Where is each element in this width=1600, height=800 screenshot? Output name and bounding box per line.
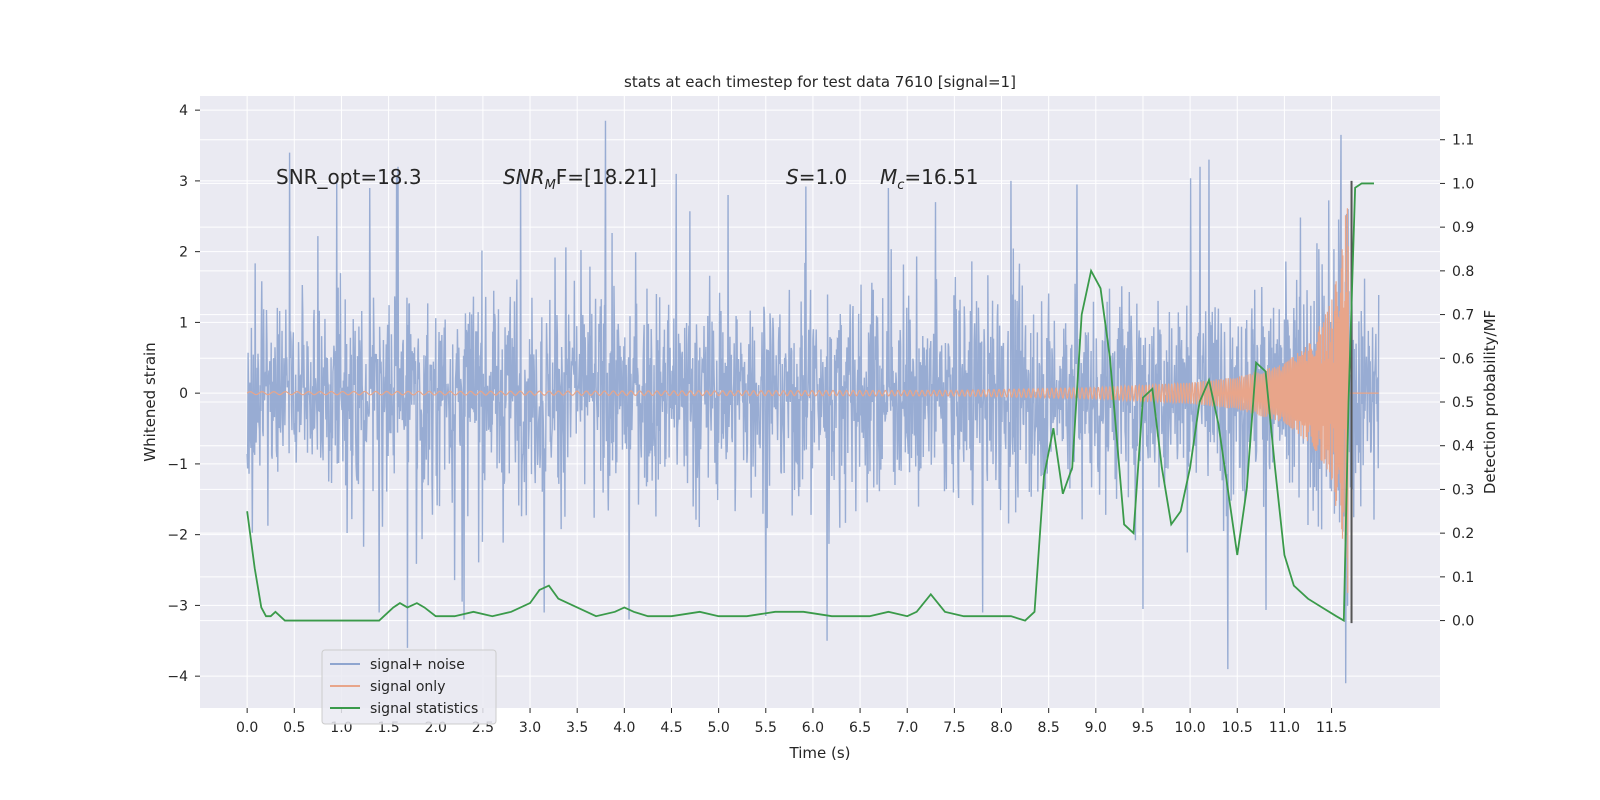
y-tick-label: 3 [179, 174, 188, 190]
annotation-snr-opt: SNR_opt=18.3 [276, 165, 422, 189]
y-tick-label: 2 [179, 245, 188, 261]
x-tick-label: 5.0 [707, 720, 729, 736]
chart-title: stats at each timestep for test data 761… [624, 73, 1016, 91]
y-right-tick-label: 0.3 [1452, 482, 1474, 498]
legend-box [321, 649, 497, 725]
y-tick-label: 1 [179, 315, 188, 331]
legend: signal+ noise signal only signal statist… [321, 649, 497, 725]
x-axis-label: Time (s) [789, 744, 851, 762]
y-tick-label: −4 [167, 669, 188, 685]
x-tick-label: 3.0 [519, 720, 541, 736]
x-tick-label: 11.0 [1269, 720, 1300, 736]
x-tick-label: 9.5 [1132, 720, 1154, 736]
signal-noise-line [246, 120, 1380, 684]
x-tick-label: 0.0 [236, 720, 258, 736]
y-right-tick-label: 0.1 [1452, 570, 1474, 586]
y-right-tick-label: 0.6 [1452, 351, 1474, 367]
x-tick-label: 3.5 [566, 720, 588, 736]
legend-label-signal-only: signal only [370, 679, 445, 695]
series-signal-statistics [246, 182, 1374, 623]
x-tick-label: 10.0 [1175, 720, 1206, 736]
x-tick-label: 7.0 [896, 720, 918, 736]
annotation-snr-mf-rest: F=[18.21] [556, 165, 657, 189]
y-right-axis-label: Detection probability/MF [1481, 310, 1499, 494]
signal-statistics-line [246, 182, 1374, 623]
x-tick-label: 8.5 [1038, 720, 1060, 736]
y-tick-label: −3 [167, 598, 188, 614]
y-tick-label: 4 [179, 103, 188, 119]
y-right-tick-label: 0.9 [1452, 220, 1474, 236]
y-right-tick-label: 1.1 [1452, 133, 1474, 149]
y-right-tick-label: 0.5 [1452, 395, 1474, 411]
annotation-s: S=1.0 [786, 165, 847, 189]
y-right-tick-label: 0.0 [1452, 614, 1474, 630]
annotation-snr-mf-main: SNR [503, 165, 545, 189]
legend-label-signal-noise: signal+ noise [370, 657, 465, 673]
x-tick-label: 5.5 [755, 720, 777, 736]
x-tick-label: 9.0 [1085, 720, 1107, 736]
annotation-mc-var: M [880, 165, 897, 189]
x-tick-label: 8.0 [990, 720, 1012, 736]
series-signal-only [246, 180, 1379, 624]
x-tick-label: 4.5 [660, 720, 682, 736]
x-tick-label: 4.0 [613, 720, 635, 736]
annotation-mc: Mc=16.51 [880, 165, 978, 193]
annotation-snr-mf-sub: M [545, 178, 556, 193]
y-axis-ticks: 4 3 2 1 0 −1 −2 −3 −4 [167, 103, 200, 685]
annotation-s-var: S [786, 165, 799, 189]
y-axis-label: Whitened strain [141, 342, 159, 461]
y-right-tick-label: 0.4 [1452, 439, 1474, 455]
y-tick-label: −1 [167, 457, 188, 473]
x-tick-label: 6.5 [849, 720, 871, 736]
y-right-tick-label: 1.0 [1452, 176, 1474, 192]
annotation-snr-mf: SNRMF=[18.21] [503, 165, 657, 193]
signal-only-line [246, 208, 1379, 593]
x-tick-label: 10.5 [1222, 720, 1253, 736]
annotation-mc-val: =16.51 [904, 165, 978, 189]
x-tick-label: 6.0 [802, 720, 824, 736]
x-tick-label: 7.5 [943, 720, 965, 736]
legend-label-signal-statistics: signal statistics [370, 701, 478, 717]
series-signal-noise [246, 120, 1380, 684]
y-right-tick-label: 0.2 [1452, 526, 1474, 542]
x-tick-label: 11.5 [1316, 720, 1347, 736]
annotation-s-val: =1.0 [799, 165, 848, 189]
y-right-tick-label: 0.7 [1452, 308, 1474, 324]
y-tick-label: −2 [167, 528, 188, 544]
annotation-mc-sub: c [897, 178, 904, 193]
y-right-tick-label: 0.8 [1452, 264, 1474, 280]
y-right-axis-ticks: 1.1 1.0 0.9 0.8 0.7 0.6 0.5 0.4 0.3 0.2 0.1 0.0 [1440, 133, 1474, 630]
x-tick-label: 0.5 [283, 720, 305, 736]
y-tick-label: 0 [179, 386, 188, 402]
